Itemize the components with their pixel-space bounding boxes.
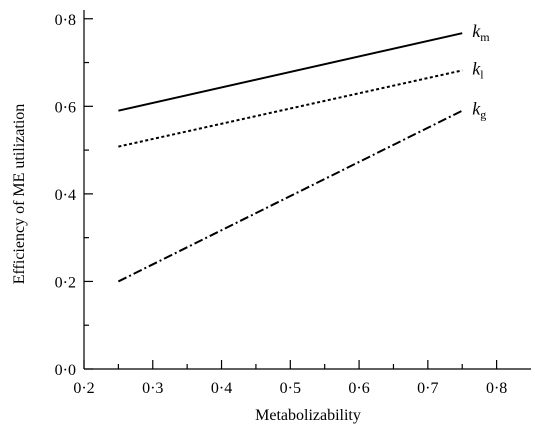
axes: 0·2 0·3 0·4 0·5 0·6 0·7 0·80·00·20·40·60·8: [55, 10, 531, 397]
series-label-kl: kl: [472, 58, 484, 81]
y-tick-label: 0·0: [55, 362, 76, 379]
series-line-kg: [117, 109, 463, 283]
series-group: km kl kg: [117, 21, 490, 283]
series-line-km: [118, 32, 463, 112]
series-label-kg: kg: [472, 99, 486, 122]
x-tick-label: 0·6: [348, 380, 369, 397]
x-tick-label: 0·4: [211, 380, 232, 397]
y-axis-title: Efficiency of ME utilization: [11, 104, 28, 285]
x-tick-label: 0·7: [417, 380, 438, 397]
series-label-km: km: [472, 21, 490, 44]
x-axis-title: Metabolizability: [255, 407, 361, 424]
y-tick-label: 0·6: [55, 99, 76, 116]
series-line-kl: [118, 69, 463, 148]
x-tick-label: 0·2: [73, 380, 94, 397]
x-tick-label: 0·5: [280, 380, 301, 397]
y-tick-label: 0·4: [55, 187, 76, 204]
x-tick-label: 0·8: [486, 380, 507, 397]
y-tick-label: 0·2: [55, 274, 76, 291]
y-tick-label: 0·8: [55, 12, 76, 29]
x-tick-label: 0·3: [142, 380, 163, 397]
